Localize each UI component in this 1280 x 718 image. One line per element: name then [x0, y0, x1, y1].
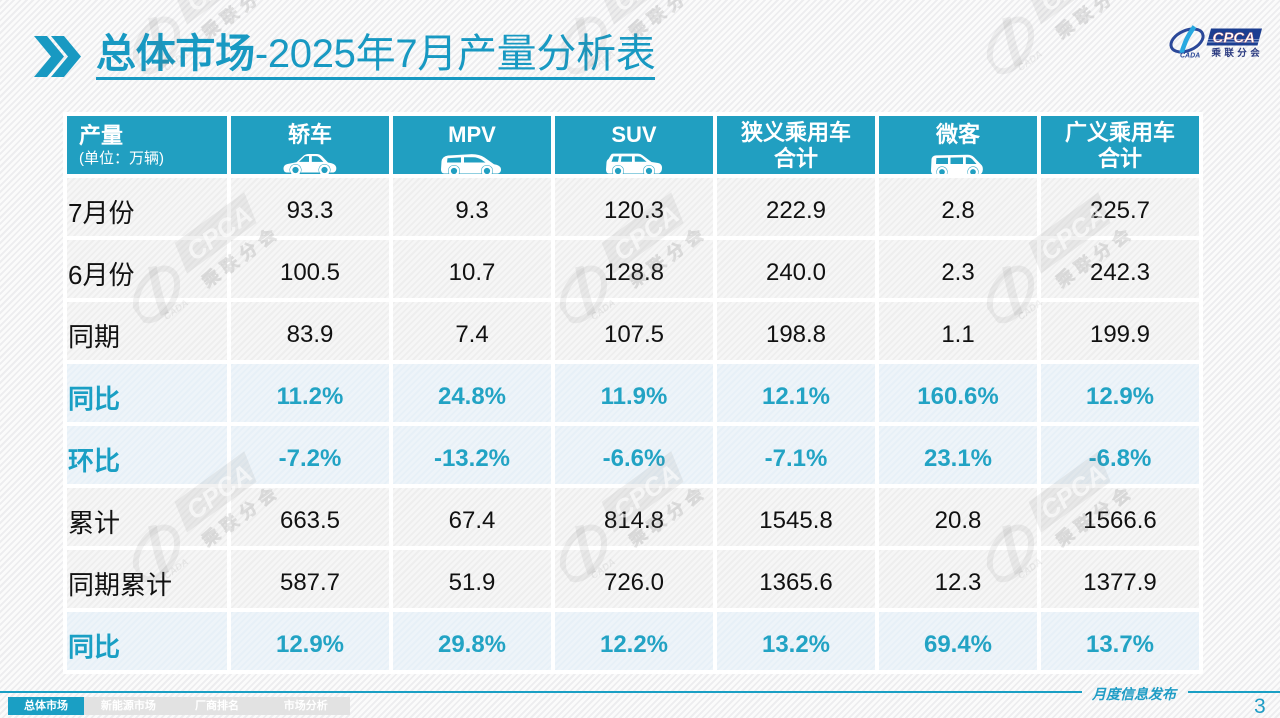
svg-text:CPCA: CPCA	[1213, 30, 1256, 47]
svg-text:CADA: CADA	[1180, 53, 1200, 60]
svg-text:乘联分会: 乘联分会	[1211, 47, 1264, 59]
